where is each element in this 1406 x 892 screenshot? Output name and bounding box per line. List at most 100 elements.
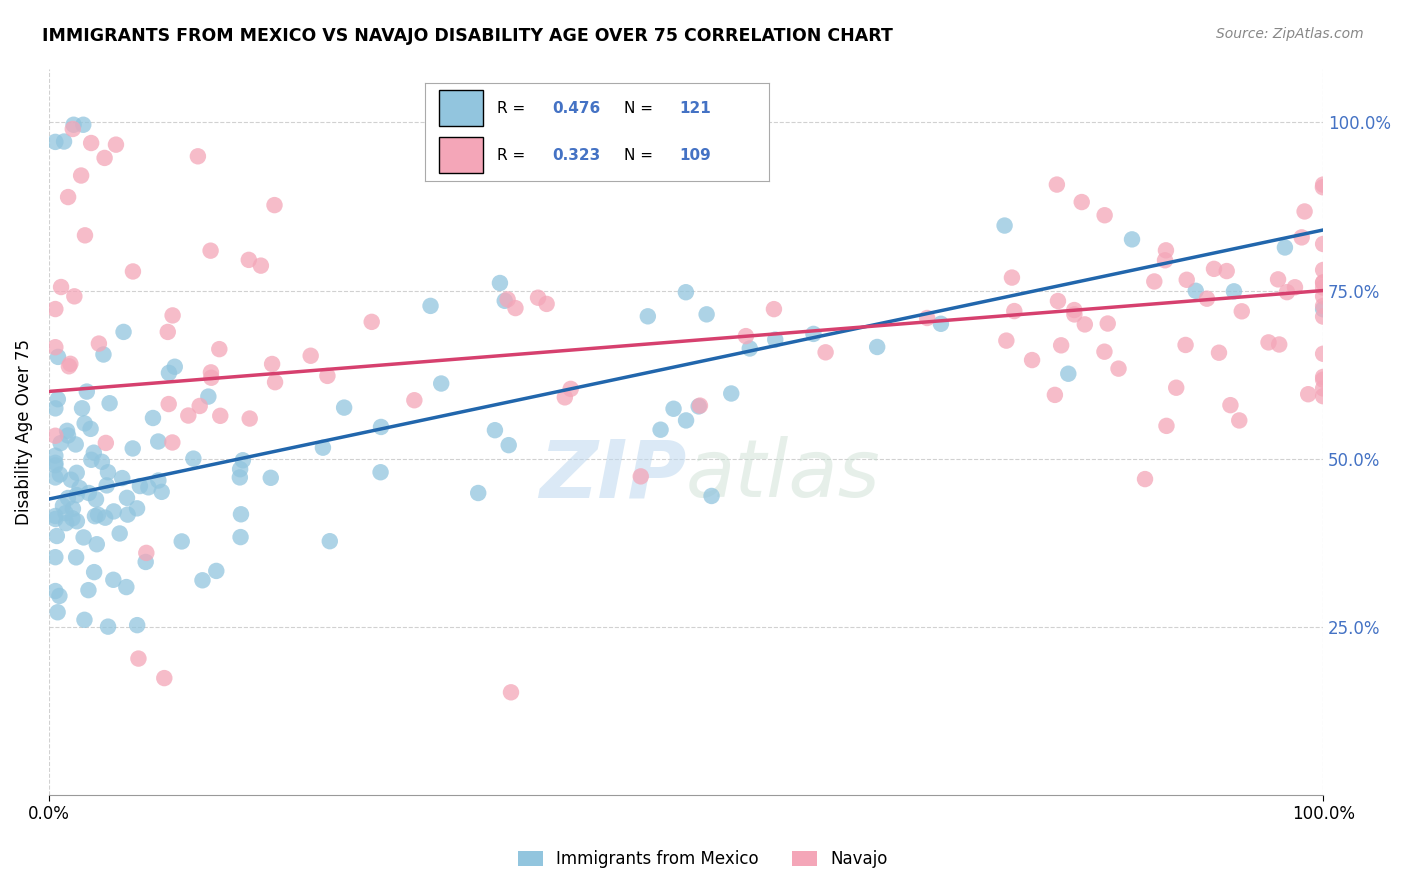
Point [191,574,214,588]
Point [994,219,1017,233]
Point [55,516,77,530]
Point [79,422,101,436]
Point [735,329,758,343]
Point [689,399,711,413]
Point [188,399,211,413]
Point [153,671,176,685]
Point [49,436,72,450]
Point [48,589,70,603]
Point [1312,389,1334,403]
Point [762,302,785,317]
Point [59,473,82,487]
Point [83,565,105,579]
Point [157,366,180,380]
Point [814,345,837,359]
Point [319,534,342,549]
Point [66,488,89,502]
Point [1274,240,1296,254]
Point [700,489,723,503]
Point [62,501,84,516]
Point [866,340,889,354]
Point [45,529,67,543]
Point [117,508,139,522]
Point [1184,284,1206,298]
Point [675,413,697,427]
Point [103,504,125,518]
Point [70,401,93,416]
Point [44,458,66,473]
Point [250,259,273,273]
Point [1312,302,1334,317]
Point [197,390,219,404]
Point [157,397,180,411]
Point [44,401,66,416]
Point [125,501,148,516]
Point [333,401,356,415]
Point [65,550,87,565]
Point [200,365,222,379]
Text: Source: ZipAtlas.com: Source: ZipAtlas.com [1216,27,1364,41]
Point [56,428,79,442]
Point [150,484,173,499]
Point [1063,307,1085,321]
Point [1312,180,1334,194]
Point [121,442,143,456]
Point [73,417,96,431]
Point [1291,230,1313,244]
Point [187,149,209,163]
Point [1312,373,1334,387]
Point [162,309,184,323]
Point [44,512,66,526]
Point [489,276,512,290]
Point [46,605,69,619]
Point [1312,289,1334,303]
Point [127,618,149,632]
Point [1227,413,1250,427]
Point [1312,381,1334,395]
Point [162,435,184,450]
Point [1219,398,1241,412]
Point [1312,178,1334,192]
Point [90,455,112,469]
Point [108,526,131,541]
Point [55,506,77,520]
Point [430,376,453,391]
Point [200,370,222,384]
Point [56,491,79,505]
Point [467,486,489,500]
Point [53,135,76,149]
Point [1094,344,1116,359]
Point [65,437,87,451]
Point [239,411,262,425]
Point [148,474,170,488]
Point [494,293,516,308]
Legend: Immigrants from Mexico, Navajo: Immigrants from Mexico, Navajo [512,844,894,875]
Point [229,530,252,544]
Point [1202,261,1225,276]
Point [505,301,527,315]
Point [142,411,165,425]
Point [1002,304,1025,318]
Point [1284,280,1306,294]
Point [630,469,652,483]
Point [1230,304,1253,318]
Point [675,285,697,300]
Point [56,424,79,438]
Point [1268,337,1291,351]
Point [84,492,107,507]
Point [87,508,110,522]
Point [1312,276,1334,290]
Point [84,509,107,524]
Point [738,342,761,356]
Point [72,118,94,132]
Point [135,555,157,569]
Point [1046,178,1069,192]
Point [86,537,108,551]
Point [83,445,105,459]
Point [73,228,96,243]
Point [66,466,89,480]
Point [1074,318,1097,332]
Point [44,449,66,463]
Point [46,350,69,364]
Point [1133,472,1156,486]
